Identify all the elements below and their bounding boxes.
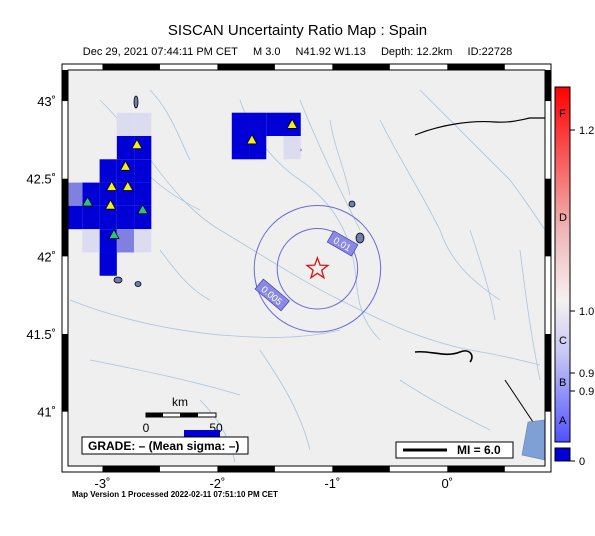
colorbar-letter-b: B [559,377,566,389]
map-title: SISCAN Uncertainty Ratio Map : Spain [167,22,428,39]
colorbar-letter-d: D [559,212,567,224]
uncertainty-cell [65,205,83,230]
x-tick-label: -3˚ [95,476,111,491]
contour-line [276,228,359,310]
uncertainty-cell [134,159,152,183]
event-datetime: Dec 29, 2021 07:44:11 PM CET [82,46,238,58]
coast-segment [414,350,473,363]
colorbar-label-3: 0.9 [579,368,594,380]
uncertainty-cell [99,252,117,276]
y-tick-label: 42˚ [37,249,56,264]
uncertainty-cell [134,112,152,136]
uncertainty-cell [134,229,152,253]
colorbar-letter-a: A [559,415,567,427]
station-yellow-triangle [106,180,118,191]
contour-label: 0.01 [326,230,359,257]
colorbar-label-5: 0 [579,456,585,468]
station-yellow-triangle [104,199,117,210]
uncertainty-cell [116,229,135,253]
event-id: ID:22728 [467,46,513,58]
mi-legend-text: MI = 6.0 [457,443,501,457]
y-tick-label: 42.5˚ [26,172,56,187]
colorbar-zero-swatch [554,447,571,462]
scale-bar-title: km [172,395,188,409]
border-line [414,117,545,136]
uncertainty-cell [99,205,117,230]
uncertainty-cell [116,136,135,160]
event-location: N41.92 W1.13 [295,46,366,58]
uncertainty-cell [231,112,250,136]
station-yellow-triangle [286,118,298,129]
uncertainty-cell [82,229,100,253]
x-tick-label: 0˚ [442,476,454,491]
y-tick-label: 43˚ [37,94,56,109]
uncertainty-cell [231,136,250,160]
event-info-line: Dec 29, 2021 07:44:11 PM CET M 3.0 N41.9… [0,46,595,58]
rivers [69,89,546,463]
colorbar-ticks [570,129,575,462]
colorbar-label-2: 1.0 [579,306,594,318]
station-green-triangle [137,204,149,215]
uncertainty-cell [249,112,267,136]
scale-bar-label-0: 0 [143,421,150,435]
contour-line [253,205,382,333]
event-magnitude: M 3.0 [252,46,281,58]
y-tick-label: 41.5˚ [26,327,56,342]
uncertainty-cell [283,136,301,160]
event-depth: Depth: 12.2km [380,46,453,58]
station-yellow-triangle [131,138,143,149]
stations [81,118,298,239]
colorbar-letter-f: F [559,108,566,120]
x-tick-label: -1˚ [324,476,340,491]
uncertainty-cell [116,112,135,136]
station-green-triangle [81,196,94,207]
mi-legend-box [395,441,514,459]
epicenter-star [305,255,330,280]
grade-text: GRADE: – (Mean sigma: –) [88,439,239,453]
x-tick-label: -2˚ [209,476,225,491]
uncertainty-cell [116,159,135,183]
colorbar-label-4: 0.9 [579,386,594,398]
scale-bar [145,412,217,418]
grade-box [81,436,249,455]
colorbar-letter-c: C [559,335,567,347]
map-frame [61,63,552,473]
uncertainty-cell [82,205,100,230]
axis-tick-labels: -3˚ -2˚ -1˚ 0˚ 43˚ 42.5˚ 42˚ 41.5˚ 41˚ [26,94,453,491]
uncertainty-cell [134,205,152,230]
y-tick-label: 41˚ [37,405,56,420]
processing-footer: Map Version 1 Processed 2022-02-11 07:51… [72,490,278,499]
station-yellow-triangle [246,134,258,145]
uncertainty-cell [99,159,117,183]
colorbar [554,86,571,443]
uncertainty-cell [266,112,284,136]
uncertainty-cell [65,182,83,206]
uncertainty-cells [65,112,301,276]
uncertainty-cell [116,205,135,230]
colorbar-label-1: 1.2 [579,125,594,137]
station-yellow-triangle [122,180,134,191]
uncertainty-cell [134,182,152,206]
grade-swatch [184,430,220,438]
station-yellow-triangle [119,160,132,171]
station-green-triangle [108,228,120,239]
